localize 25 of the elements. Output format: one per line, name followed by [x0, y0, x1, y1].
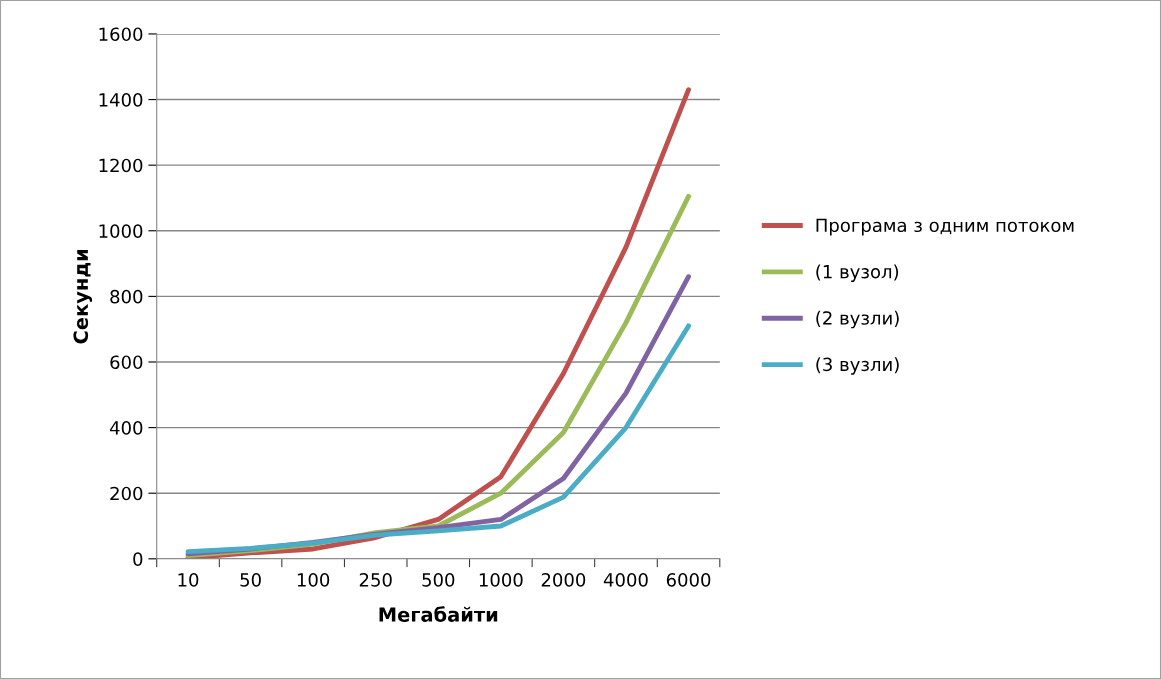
y-tick-label: 0 — [133, 552, 143, 566]
y-tick-label: 400 — [109, 421, 143, 435]
y-tick-label: 800 — [110, 289, 143, 304]
x-axis-title: Мегабайти — [379, 606, 498, 622]
y-tick-label: 1600 — [99, 27, 143, 42]
x-tick-label: 1000 — [479, 573, 523, 587]
y-tick-label: 1400 — [99, 93, 143, 107]
x-tick-label: 10 — [178, 573, 199, 587]
x-tick-label: 2000 — [541, 573, 586, 587]
legend-label: Програма з одним потоком — [816, 218, 1074, 236]
line-series — [185, 323, 691, 555]
y-axis-title: Секунди — [73, 249, 93, 344]
y-tick-label: 1200 — [99, 158, 143, 173]
legend-label: (2 вузли) — [816, 310, 899, 329]
x-tick-label: 500 — [422, 573, 455, 587]
legend-label: (1 вузол) — [816, 264, 899, 282]
y-tick-label: 600 — [110, 355, 143, 370]
x-tick-label: 50 — [240, 573, 261, 587]
x-tick-label: 250 — [359, 573, 392, 587]
x-tick-label: 4000 — [603, 573, 648, 587]
y-tick-label: 200 — [110, 486, 143, 501]
x-tick-label: 100 — [297, 573, 330, 587]
legend-label: (3 вузли) — [816, 357, 899, 375]
x-tick-label: 6000 — [666, 573, 711, 587]
y-tick-label: 1000 — [99, 224, 143, 238]
